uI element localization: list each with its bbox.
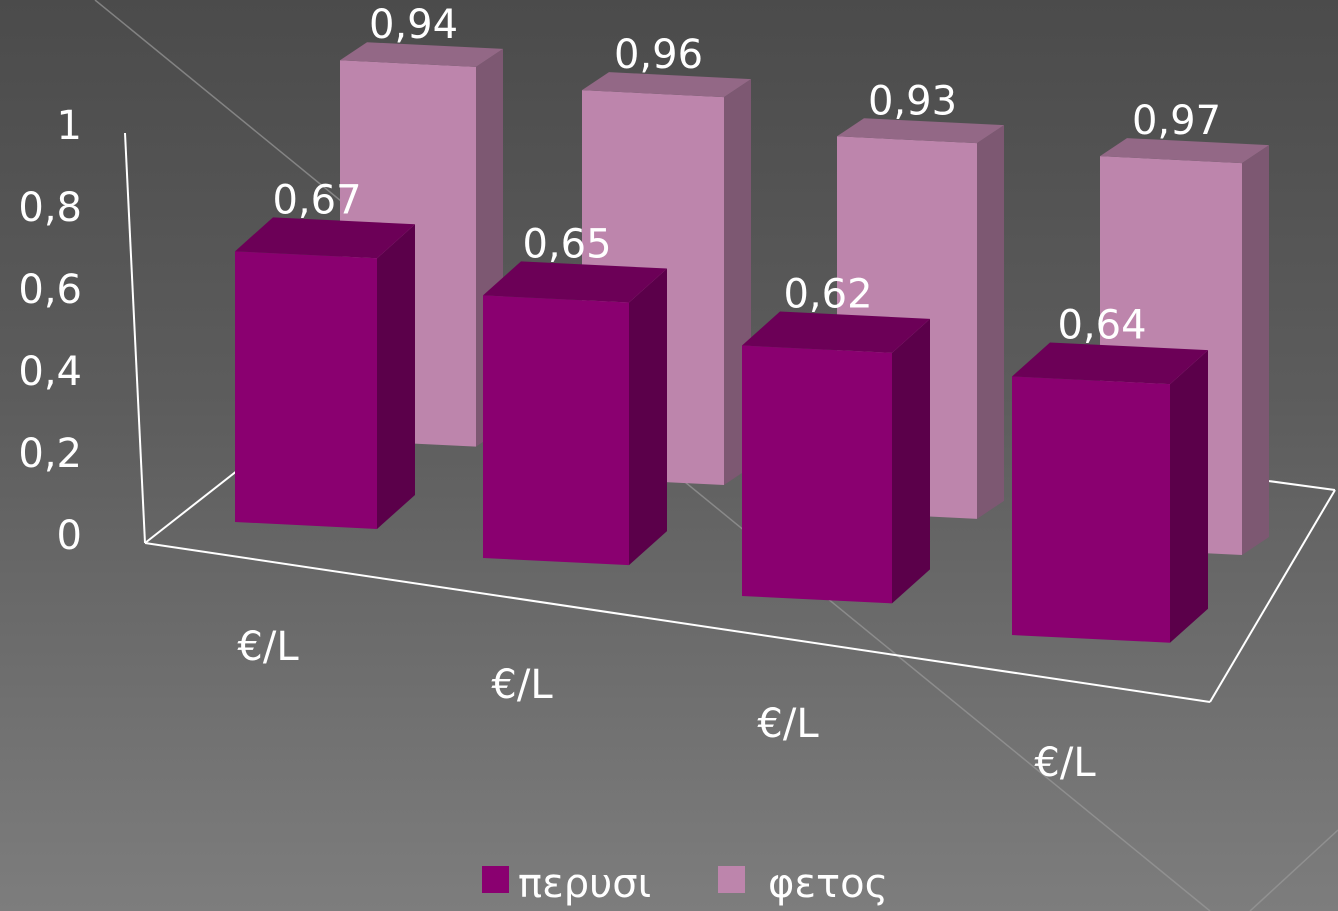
x-tick-label-1: €/L: [237, 624, 299, 670]
series-perusi-bars: 0,67 0,65 0,62 0,64: [235, 177, 1208, 643]
bar-front-face: [483, 295, 629, 566]
bar-front-face: [742, 345, 892, 604]
y-tick-label: 0,8: [18, 185, 82, 231]
floor-front-edge: [144, 542, 1211, 703]
legend-label-perusi: περυσι: [518, 861, 651, 907]
bar-top-face: [837, 118, 1004, 144]
y-tick-label: 0: [57, 513, 82, 559]
y-axis-line: [124, 132, 146, 544]
data-label-fetos-2: 0,96: [614, 32, 703, 78]
data-label-perusi-2: 0,65: [522, 221, 611, 267]
bar-top-face: [1012, 342, 1208, 385]
y-tick-label: 0,2: [18, 431, 82, 477]
legend-label-fetos: φετος: [768, 861, 888, 907]
y-tick-label: 0,6: [18, 267, 82, 313]
floor-right-edge: [1209, 489, 1336, 703]
legend-swatch-fetos: [718, 866, 745, 893]
bar-perusi-1: [235, 217, 415, 529]
bar-top-face: [340, 42, 503, 67]
y-tick-label: 0,4: [18, 349, 82, 395]
bar-front-face: [1012, 376, 1170, 643]
bar-top-face: [1100, 138, 1269, 164]
bar-front-face: [235, 251, 377, 529]
bar-side-face: [892, 318, 930, 604]
bar-side-face: [1242, 145, 1269, 555]
bar-side-face: [1170, 350, 1208, 643]
data-label-perusi-1: 0,67: [272, 177, 361, 223]
bar-perusi-3: [742, 311, 930, 604]
bar-top-face: [483, 261, 667, 303]
legend-swatch-perusi: [482, 866, 509, 893]
data-label-perusi-3: 0,62: [783, 272, 872, 318]
data-label-fetos-3: 0,93: [868, 78, 957, 124]
bar-side-face: [377, 224, 415, 529]
x-tick-label-2: €/L: [491, 662, 553, 708]
bar-side-face: [977, 125, 1004, 519]
legend: περυσι φετος: [482, 861, 888, 907]
data-label-fetos-1: 0,94: [369, 2, 458, 48]
x-tick-label-4: €/L: [1034, 740, 1096, 786]
bar-top-face: [582, 72, 751, 98]
bar-side-face: [629, 268, 667, 566]
bar-top-face: [742, 311, 930, 353]
x-axis-tick-labels: €/L €/L €/L €/L: [237, 624, 1096, 786]
bar-top-face: [235, 217, 415, 259]
bar-perusi-4: [1012, 342, 1208, 643]
y-axis-tick-labels: 0 0,2 0,4 0,6 0,8 1: [18, 103, 82, 559]
x-tick-label-3: €/L: [757, 701, 819, 747]
data-label-fetos-4: 0,97: [1132, 98, 1221, 144]
bar-perusi-2: [483, 261, 667, 566]
y-tick-label: 1: [57, 103, 82, 149]
data-label-perusi-4: 0,64: [1057, 302, 1146, 348]
